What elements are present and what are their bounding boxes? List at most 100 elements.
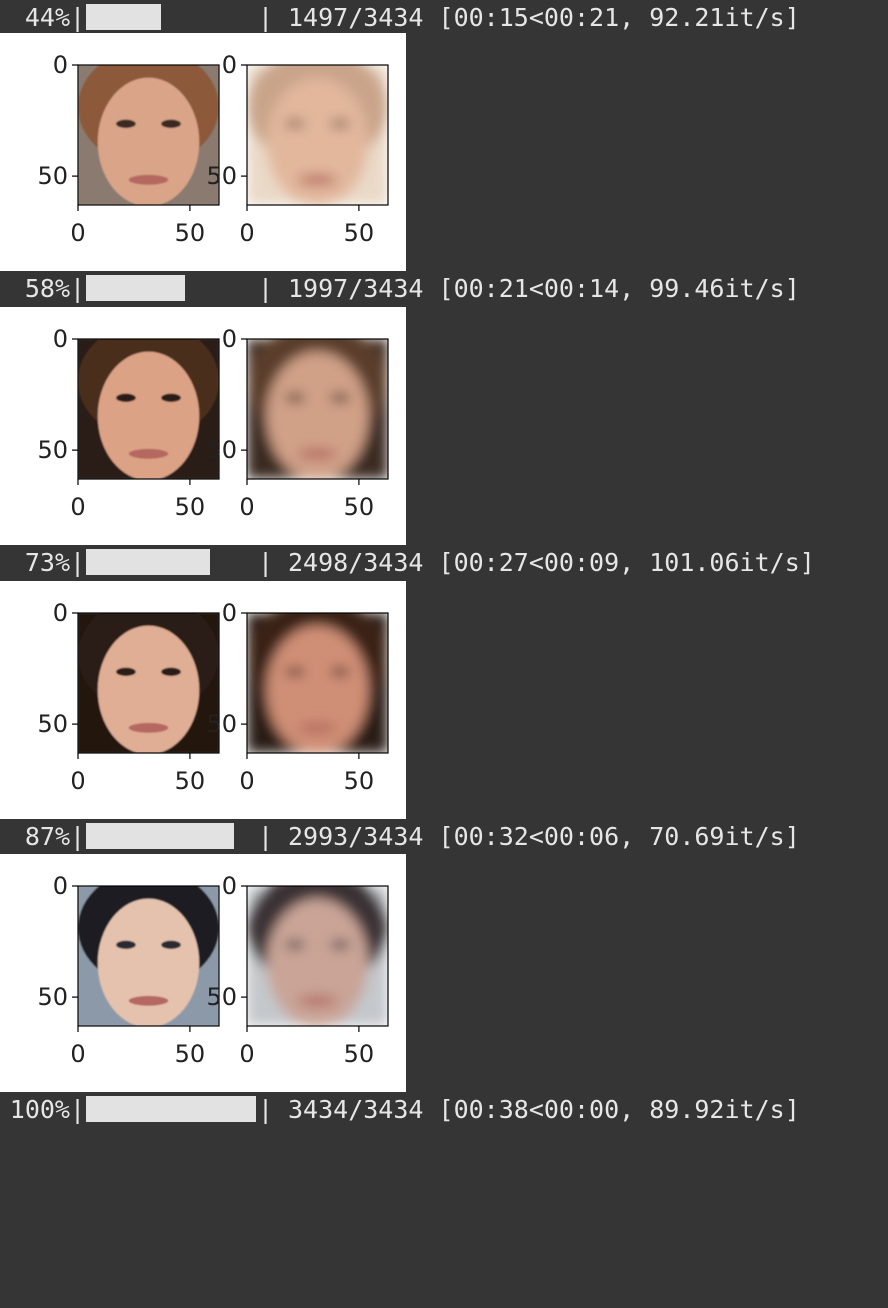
- x-tick-label: 50: [175, 767, 206, 795]
- left-eye: [285, 667, 305, 676]
- mouth: [128, 448, 169, 459]
- y-tick-label: 0: [53, 51, 68, 79]
- figure-plot: 0 50 0 50 0 50 0 50: [37, 51, 389, 247]
- progress-percent: 87%: [24, 822, 70, 851]
- right-eye: [161, 667, 181, 676]
- x-tick-label: 50: [175, 1040, 206, 1068]
- figure-plot: 0 50 0 50 0 50 0 50: [37, 325, 389, 521]
- face-image: [247, 339, 388, 479]
- left-eye: [116, 393, 136, 402]
- x-tick-label: 50: [344, 767, 375, 795]
- face-image: [78, 65, 219, 205]
- y-tick-label: 50: [37, 983, 68, 1011]
- progress-bar-left-edge: |: [70, 548, 86, 577]
- mouth: [297, 995, 338, 1006]
- left-eye: [116, 667, 136, 676]
- progress-percent: 73%: [24, 548, 70, 577]
- y-tick-label: 50: [37, 162, 68, 190]
- right-eye: [161, 940, 181, 949]
- progress-bar-fill: [86, 549, 210, 575]
- y-tick-label: 50: [37, 436, 68, 464]
- progress-stats: 1497/3434 [00:15<00:21, 92.21it/s]: [288, 3, 800, 32]
- axes-frame: [246, 612, 389, 754]
- progress-bar: [86, 549, 256, 575]
- face-image: [247, 613, 388, 753]
- left-eye: [285, 393, 305, 402]
- original-subplot: 0 50 0 50: [37, 599, 220, 795]
- original-subplot: 0 50 0 50: [37, 325, 220, 521]
- mouth: [297, 448, 338, 459]
- axes-frame: [246, 64, 389, 206]
- face: [97, 351, 200, 479]
- progress-bar-left-edge: |: [70, 822, 86, 851]
- progress-bar-left-edge: |: [70, 3, 86, 32]
- x-tick-label: 50: [175, 493, 206, 521]
- right-eye: [161, 393, 181, 402]
- progress-bar-left-edge: |: [70, 1095, 86, 1124]
- axes-frame: [77, 338, 220, 480]
- original-subplot: 0 50 0 50: [37, 51, 220, 247]
- face-content: [78, 339, 219, 479]
- face-image: [247, 886, 388, 1026]
- progress-bar-right-edge: |: [258, 548, 274, 577]
- right-eye: [330, 119, 350, 128]
- x-tick-label: 50: [344, 493, 375, 521]
- left-eye: [285, 940, 305, 949]
- y-tick-label: 0: [53, 599, 68, 627]
- x-tick-label: 0: [239, 1040, 254, 1068]
- progress-bar-right-edge: |: [258, 822, 274, 851]
- y-tick-label: 50: [206, 983, 237, 1011]
- y-tick-label: 50: [37, 710, 68, 738]
- progress-stats: 3434/3434 [00:38<00:00, 89.92it/s]: [288, 1095, 800, 1124]
- right-eye: [330, 667, 350, 676]
- x-tick-label: 0: [239, 767, 254, 795]
- figure-plot: 0 50 0 50 0 50 0 50: [37, 872, 389, 1068]
- y-tick-label: 50: [206, 162, 237, 190]
- progress-row: 73% | | 2498/3434 [00:27<00:09, 101.06it…: [0, 545, 888, 581]
- progress-bar: [86, 275, 256, 301]
- progress-percent: 44%: [24, 3, 70, 32]
- y-tick-label: 0: [222, 325, 237, 353]
- face-content: [78, 65, 219, 205]
- y-tick-label: 0: [53, 872, 68, 900]
- x-tick-label: 50: [344, 1040, 375, 1068]
- progress-row: 87% | | 2993/3434 [00:32<00:06, 70.69it/…: [0, 819, 888, 855]
- right-eye: [161, 119, 181, 128]
- y-tick-label: 0: [53, 325, 68, 353]
- face-comparison-figure: 0 50 0 50 0 50 0 50: [0, 307, 406, 545]
- y-tick-label: 0: [222, 599, 237, 627]
- face: [266, 351, 369, 479]
- y-tick-label: 50: [206, 436, 237, 464]
- progress-bar-right-edge: |: [258, 3, 274, 32]
- face: [97, 898, 200, 1026]
- x-tick-label: 0: [70, 219, 85, 247]
- reconstruction-subplot: 0 50 0 50: [206, 872, 389, 1068]
- x-tick-label: 0: [70, 767, 85, 795]
- axes-frame: [77, 64, 220, 206]
- x-tick-label: 0: [70, 493, 85, 521]
- face-comparison-figure: 0 50 0 50 0 50 0 50: [0, 854, 406, 1092]
- face-content: [78, 613, 219, 753]
- x-tick-label: 50: [175, 219, 206, 247]
- face-content: [247, 65, 388, 205]
- x-tick-label: 0: [239, 219, 254, 247]
- progress-row: 44% | | 1497/3434 [00:15<00:21, 92.21it/…: [0, 0, 888, 36]
- y-tick-label: 50: [206, 710, 237, 738]
- progress-bar-left-edge: |: [70, 274, 86, 303]
- face-image: [78, 886, 219, 1026]
- progress-bar-fill: [86, 4, 161, 30]
- mouth: [128, 995, 169, 1006]
- axes-frame: [246, 338, 389, 480]
- x-tick-label: 0: [239, 493, 254, 521]
- axes-frame: [246, 885, 389, 1027]
- left-eye: [116, 119, 136, 128]
- progress-bar: [86, 1096, 256, 1122]
- right-eye: [330, 940, 350, 949]
- progress-percent: 58%: [24, 274, 70, 303]
- right-eye: [330, 393, 350, 402]
- progress-bar: [86, 4, 256, 30]
- progress-bar-fill: [86, 1096, 256, 1122]
- reconstruction-subplot: 0 50 0 50: [206, 325, 389, 521]
- mouth: [297, 722, 338, 733]
- x-tick-label: 0: [70, 1040, 85, 1068]
